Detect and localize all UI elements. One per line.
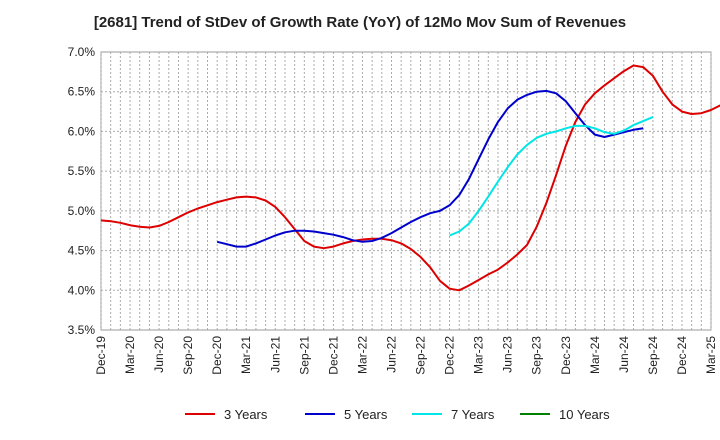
x-tick-label: Jun-22 xyxy=(384,336,398,373)
x-tick-label: Sep-23 xyxy=(530,336,544,375)
legend-label-10-years: 10 Years xyxy=(559,407,610,422)
x-tick-label: Dec-19 xyxy=(94,336,108,375)
y-tick-label: 6.5% xyxy=(68,85,96,99)
x-tick-label: Dec-22 xyxy=(443,336,457,375)
y-tick-label: 7.0% xyxy=(68,45,96,59)
series-line-7-years xyxy=(449,116,654,237)
series-line-3-years xyxy=(100,64,720,292)
legend-label-5-years: 5 Years xyxy=(344,407,388,422)
x-tick-label: Sep-22 xyxy=(414,336,428,375)
chart-title: [2681] Trend of StDev of Growth Rate (Yo… xyxy=(93,14,627,31)
x-tick-label: Mar-23 xyxy=(472,336,486,374)
y-tick-label: 4.0% xyxy=(68,283,96,297)
series-line-5-years xyxy=(216,89,644,248)
series-lines xyxy=(100,64,720,292)
y-tick-label: 5.5% xyxy=(68,164,96,178)
x-tick-label: Sep-24 xyxy=(646,336,660,375)
x-tick-label: Dec-23 xyxy=(559,336,573,375)
y-axis: 3.5% 4.0% 4.5% 5.0% 5.5% 6.0% 6.5% 7.0% xyxy=(68,45,96,337)
y-tick-label: 6.0% xyxy=(68,124,96,138)
x-tick-label: Sep-21 xyxy=(297,336,311,375)
legend-label-7-years: 7 Years xyxy=(451,407,495,422)
y-tick-label: 5.0% xyxy=(68,204,96,218)
x-tick-label: Mar-25 xyxy=(704,336,718,374)
horizontal-gridlines xyxy=(101,91,711,291)
y-tick-label: 4.5% xyxy=(68,244,96,258)
x-tick-label: Dec-20 xyxy=(210,336,224,375)
x-tick-label: Dec-24 xyxy=(675,336,689,375)
legend-label-3-years: 3 Years xyxy=(224,407,268,422)
x-tick-label: Jun-20 xyxy=(152,336,166,373)
x-tick-label: Jun-23 xyxy=(501,336,515,373)
x-tick-label: Dec-21 xyxy=(326,336,340,375)
x-tick-label: Jun-24 xyxy=(617,336,631,373)
x-tick-label: Jun-21 xyxy=(268,336,282,373)
x-axis: Dec-19 Mar-20 Jun-20 Sep-20 Dec-20 Mar-21 Jun-… xyxy=(94,336,718,375)
legend: 3 Years 5 Years 7 Years 10 Years xyxy=(185,407,610,422)
x-tick-label: Mar-22 xyxy=(355,336,369,374)
x-tick-label: Mar-21 xyxy=(239,336,253,374)
plot-area xyxy=(100,51,712,331)
y-tick-label: 3.5% xyxy=(68,323,96,337)
x-tick-label: Mar-20 xyxy=(123,336,137,374)
x-tick-label: Sep-20 xyxy=(181,336,195,375)
x-tick-label: Mar-24 xyxy=(588,336,602,374)
